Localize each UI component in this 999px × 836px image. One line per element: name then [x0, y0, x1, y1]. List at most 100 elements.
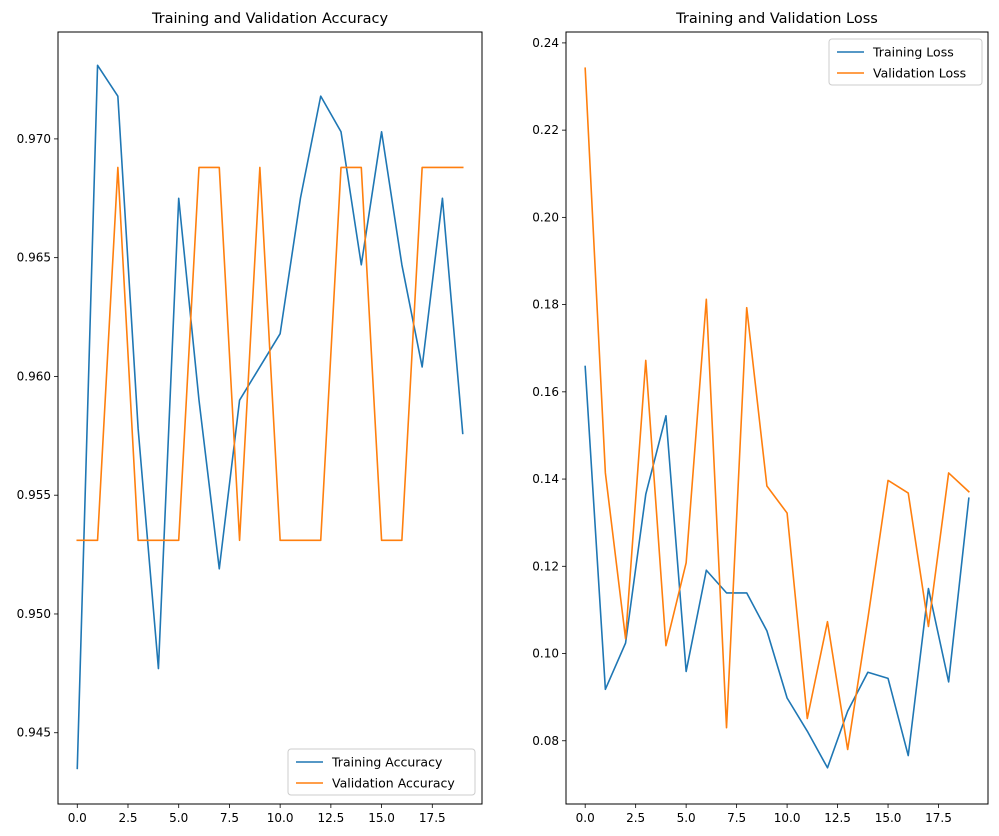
- accuracy-series-2-point: [259, 166, 261, 168]
- accuracy-x-tick-label: 17.5: [419, 811, 446, 825]
- accuracy-series-1-point: [238, 399, 240, 401]
- loss-series-1-point: [846, 710, 848, 712]
- accuracy-series-1-point: [117, 95, 119, 97]
- accuracy-y-tick-label: 0.970: [17, 132, 51, 146]
- loss-series-1-point: [705, 569, 707, 571]
- accuracy-x-tick-label: 12.5: [318, 811, 345, 825]
- loss-legend: Training Loss Validation Loss: [828, 38, 983, 86]
- loss-y-tick-label: 0.22: [532, 123, 559, 137]
- accuracy-x-tick-label: 5.0: [169, 811, 188, 825]
- loss-chart: Training and Validation Loss 0.0 2.5 5.0 7.…: [532, 11, 989, 825]
- accuracy-series-2-point: [462, 166, 464, 168]
- loss-plot-frame: [565, 31, 989, 805]
- loss-x-tick-label: 17.5: [925, 811, 952, 825]
- loss-y-tick-label: 0.16: [532, 385, 559, 399]
- accuracy-series-2-point: [299, 539, 301, 541]
- accuracy-series-2-point: [441, 166, 443, 168]
- accuracy-series-2-point: [137, 539, 139, 541]
- loss-series-1-point: [725, 592, 727, 594]
- loss-series-2-point: [826, 620, 828, 622]
- loss-series-line-2: [584, 67, 970, 751]
- accuracy-x-tick-label: 0.0: [68, 811, 87, 825]
- accuracy-series-1-point: [178, 197, 180, 199]
- loss-series-1-point: [746, 592, 748, 594]
- accuracy-legend-box: [287, 748, 476, 796]
- loss-y-tick-label: 0.12: [532, 559, 559, 573]
- loss-x-tick-label: 10.0: [774, 811, 801, 825]
- loss-series-1-point: [968, 497, 970, 499]
- loss-chart-title: Training and Validation Loss: [675, 11, 878, 27]
- accuracy-series-1-point: [441, 197, 443, 199]
- loss-legend-label: Validation Loss: [873, 66, 966, 81]
- accuracy-series-1-point: [401, 264, 403, 266]
- loss-x-tick-label: 15.0: [875, 811, 902, 825]
- accuracy-series-1-point: [76, 767, 78, 769]
- loss-series-2-point: [685, 562, 687, 564]
- accuracy-series-2-point: [238, 539, 240, 541]
- loss-x-tick-label: 0.0: [576, 811, 595, 825]
- loss-series-1-point: [685, 670, 687, 672]
- loss-y-tick-label: 0.24: [532, 36, 559, 50]
- accuracy-series-1-point: [299, 197, 301, 199]
- accuracy-series-2-point: [198, 166, 200, 168]
- loss-series-1-point: [645, 493, 647, 495]
- loss-y-tick-label: 0.10: [532, 647, 559, 661]
- accuracy-series-1-point: [259, 366, 261, 368]
- loss-series-2-point: [746, 306, 748, 308]
- loss-series-2-point: [665, 644, 667, 646]
- loss-series-2-point: [705, 298, 707, 300]
- loss-series-2-point: [624, 638, 626, 640]
- accuracy-series-2-point: [320, 539, 322, 541]
- loss-series-2-point: [846, 748, 848, 750]
- accuracy-legend-label: Training Accuracy: [331, 755, 443, 770]
- loss-y-tick-label: 0.14: [532, 472, 559, 486]
- loss-series-1-point: [947, 681, 949, 683]
- loss-series-2-point: [806, 717, 808, 719]
- loss-x-tick-label: 2.5: [626, 811, 645, 825]
- accuracy-series-2-point: [380, 539, 382, 541]
- accuracy-series-2-point: [117, 166, 119, 168]
- loss-series-2-point: [867, 617, 869, 619]
- loss-y-tick-label: 0.20: [532, 210, 559, 224]
- accuracy-series-2-point: [96, 539, 98, 541]
- accuracy-series-1-point: [218, 568, 220, 570]
- loss-x-tick-label: 7.5: [727, 811, 746, 825]
- accuracy-series-2-point: [340, 166, 342, 168]
- loss-series-1-point: [887, 677, 889, 679]
- accuracy-series-2-point: [401, 539, 403, 541]
- accuracy-y-tick-label: 0.965: [17, 251, 51, 265]
- accuracy-series-2-point: [421, 166, 423, 168]
- accuracy-series-1-point: [320, 95, 322, 97]
- accuracy-x-tick-label: 15.0: [368, 811, 395, 825]
- accuracy-series-1-point: [96, 64, 98, 66]
- loss-series-2-point: [887, 479, 889, 481]
- loss-series-1-point: [826, 767, 828, 769]
- loss-series-2-point: [968, 491, 970, 493]
- accuracy-series-1-point: [198, 399, 200, 401]
- accuracy-legend: Training Accuracy Validation Accuracy: [287, 748, 476, 796]
- accuracy-series-1-point: [157, 667, 159, 669]
- accuracy-y-tick-label: 0.950: [17, 607, 51, 621]
- accuracy-series-line-2: [76, 166, 464, 542]
- loss-series-1-point: [927, 587, 929, 589]
- loss-series-2-point: [604, 472, 606, 474]
- loss-series-2-point: [927, 625, 929, 627]
- loss-series-line-1: [584, 365, 970, 769]
- loss-series-2-point: [584, 67, 586, 69]
- accuracy-series-1-point: [340, 131, 342, 133]
- loss-series-2-point: [947, 472, 949, 474]
- loss-series-2-point: [907, 492, 909, 494]
- accuracy-y-tick-label: 0.960: [17, 369, 51, 383]
- accuracy-legend-label: Validation Accuracy: [332, 776, 455, 791]
- accuracy-x-tick-label: 7.5: [220, 811, 239, 825]
- loss-series-1-point: [806, 730, 808, 732]
- accuracy-series-2-point: [76, 539, 78, 541]
- loss-series-2-point: [645, 359, 647, 361]
- loss-series-1-point: [624, 642, 626, 644]
- loss-series-1-point: [907, 754, 909, 756]
- accuracy-series-2-point: [178, 539, 180, 541]
- loss-x-tick-label: 5.0: [677, 811, 696, 825]
- accuracy-chart-title: Training and Validation Accuracy: [151, 11, 389, 27]
- loss-series-1-point: [786, 697, 788, 699]
